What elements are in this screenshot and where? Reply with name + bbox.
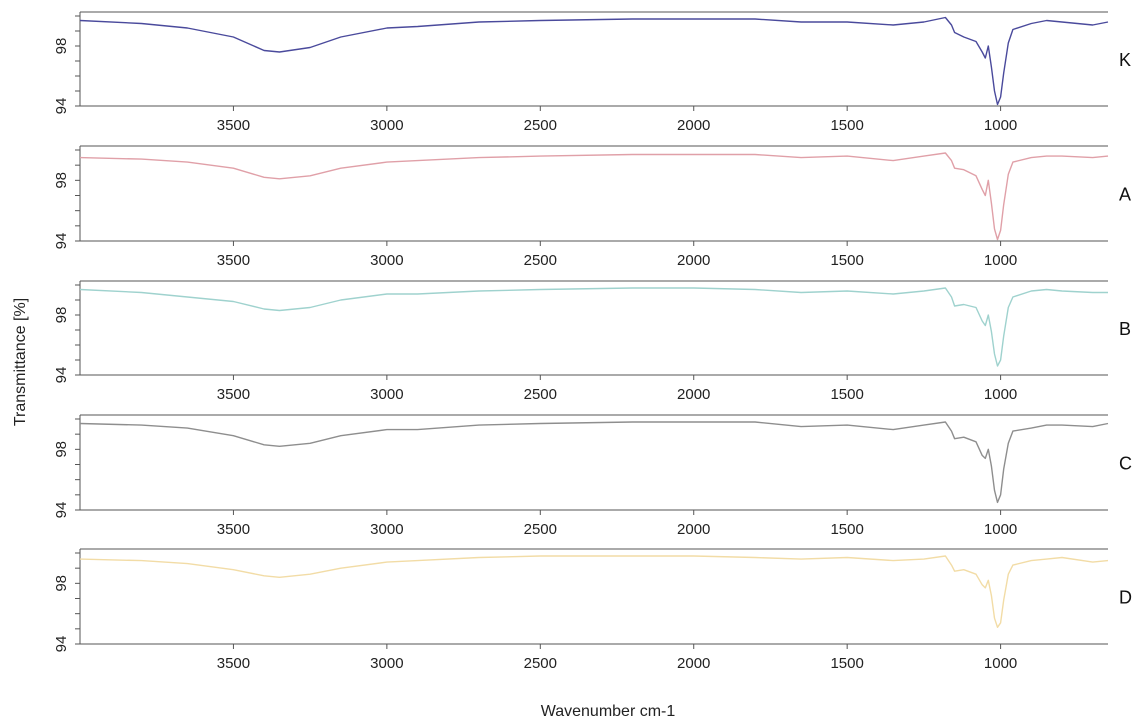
y-tick-label: 98 bbox=[53, 172, 70, 189]
y-tick-label: 98 bbox=[53, 575, 70, 592]
y-axis-title: Transmittance [%] bbox=[12, 298, 29, 426]
x-tick-label: 3500 bbox=[217, 655, 250, 672]
x-tick-label: 3000 bbox=[370, 655, 403, 672]
x-tick-label: 1000 bbox=[984, 655, 1017, 672]
x-tick-label: 3000 bbox=[370, 252, 403, 269]
panel-label-d: D bbox=[1119, 588, 1132, 608]
x-tick-label: 1000 bbox=[984, 386, 1017, 403]
x-axis-title: Wavenumber cm-1 bbox=[541, 703, 676, 720]
x-tick-label: 3500 bbox=[217, 117, 250, 134]
x-tick-label: 1000 bbox=[984, 521, 1017, 538]
x-tick-label: 2000 bbox=[677, 386, 710, 403]
panel-c: 94 98 3500 3000 2500 2000 1500 1000 C bbox=[53, 414, 1132, 538]
y-tick-label: 98 bbox=[53, 38, 70, 55]
panel-b: 94 98 3500 3000 2500 2000 1500 1000 B bbox=[53, 280, 1131, 403]
x-tick-label: 1000 bbox=[984, 252, 1017, 269]
series-line-a bbox=[79, 152, 1109, 241]
x-tick-label: 2000 bbox=[677, 252, 710, 269]
x-tick-label: 3000 bbox=[370, 386, 403, 403]
x-tick-label: 3500 bbox=[217, 252, 250, 269]
panel-label-a: A bbox=[1119, 185, 1131, 205]
y-tick-label: 98 bbox=[53, 307, 70, 324]
x-tick-label: 1500 bbox=[830, 521, 863, 538]
panel-label-c: C bbox=[1119, 454, 1132, 474]
x-tick-label: 1500 bbox=[830, 655, 863, 672]
y-tick-label: 94 bbox=[53, 636, 70, 653]
panel-label-b: B bbox=[1119, 319, 1131, 339]
x-tick-label: 3500 bbox=[217, 386, 250, 403]
x-tick-label: 3000 bbox=[370, 117, 403, 134]
panel-d: 94 98 3500 3000 2500 2000 1500 1000 D bbox=[53, 548, 1132, 672]
chart-panels: 94 98 3500 3000 2500 2000 1500 1000 K 94 98 3500 300… bbox=[53, 11, 1132, 672]
x-tick-label: 2500 bbox=[524, 655, 557, 672]
x-tick-label: 1500 bbox=[830, 252, 863, 269]
panel-k: 94 98 3500 3000 2500 2000 1500 1000 K bbox=[53, 11, 1131, 134]
series-line-k bbox=[79, 16, 1109, 106]
x-tick-label: 2500 bbox=[524, 117, 557, 134]
y-tick-label: 94 bbox=[53, 367, 70, 384]
x-tick-label: 2000 bbox=[677, 117, 710, 134]
x-tick-label: 1500 bbox=[830, 117, 863, 134]
x-tick-label: 2000 bbox=[677, 521, 710, 538]
x-tick-label: 1000 bbox=[984, 117, 1017, 134]
panel-a: 94 98 3500 3000 2500 2000 1500 1000 A bbox=[53, 145, 1131, 269]
y-tick-label: 94 bbox=[53, 233, 70, 250]
x-tick-label: 2000 bbox=[677, 655, 710, 672]
series-line-d bbox=[79, 555, 1109, 628]
series-line-b bbox=[79, 287, 1108, 367]
y-tick-label: 98 bbox=[53, 441, 70, 458]
x-tick-label: 2500 bbox=[524, 252, 557, 269]
x-tick-label: 2500 bbox=[524, 521, 557, 538]
series-line-c bbox=[79, 421, 1109, 504]
x-tick-label: 1500 bbox=[830, 386, 863, 403]
y-tick-label: 94 bbox=[53, 502, 70, 519]
x-tick-label: 2500 bbox=[524, 386, 557, 403]
panel-label-k: K bbox=[1119, 50, 1131, 70]
x-tick-label: 3000 bbox=[370, 521, 403, 538]
y-tick-label: 94 bbox=[53, 98, 70, 115]
x-tick-label: 3500 bbox=[217, 521, 250, 538]
